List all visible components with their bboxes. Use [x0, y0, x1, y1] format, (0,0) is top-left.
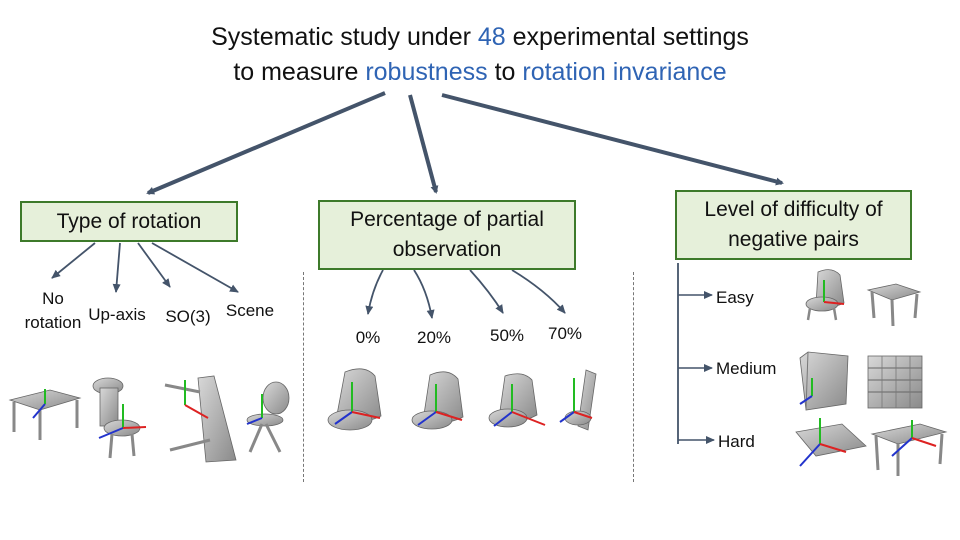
- armchair-icon: [327, 368, 382, 431]
- label-medium: Medium: [716, 359, 777, 378]
- label-scene: Scene: [225, 301, 275, 320]
- label-50-percent: 50%: [489, 326, 525, 345]
- highlight-robustness: robustness: [365, 58, 488, 86]
- highlight-rotation-invariance: rotation invariance: [522, 58, 727, 86]
- scene-chair-icon: [246, 381, 290, 453]
- label-no-rotation: No rotation: [24, 289, 82, 332]
- cabinet-icon: [799, 351, 849, 411]
- separator-2: [633, 272, 634, 482]
- shelf-icon: [867, 355, 923, 409]
- box-type-of-rotation: Type of rotation: [20, 201, 238, 242]
- label-so3: SO(3): [165, 307, 211, 326]
- separator-1: [303, 272, 304, 482]
- arrow-to-type-of-rotation: [146, 91, 386, 195]
- table-icon: [8, 389, 82, 440]
- settings-count: 48: [477, 23, 506, 51]
- label-easy: Easy: [716, 288, 754, 307]
- label-20-percent: 20%: [416, 328, 452, 347]
- title-line-1: Systematic study under 48 experimental s…: [211, 23, 749, 51]
- label-0-percent: 0%: [355, 328, 381, 347]
- title-line-2: to measure robustness to rotation invari…: [233, 58, 727, 86]
- rotated-table-icon: [164, 375, 237, 463]
- arrow-to-partial-observation: [408, 94, 439, 194]
- box-difficulty: Level of difficulty of negative pairs: [675, 190, 912, 260]
- chair-icon: [92, 377, 147, 459]
- box-partial-observation: Percentage of partial observation: [318, 200, 576, 270]
- label-70-percent: 70%: [547, 324, 583, 343]
- label-hard: Hard: [718, 432, 755, 451]
- arrow-to-difficulty: [441, 93, 784, 186]
- label-up-axis: Up-axis: [88, 305, 146, 324]
